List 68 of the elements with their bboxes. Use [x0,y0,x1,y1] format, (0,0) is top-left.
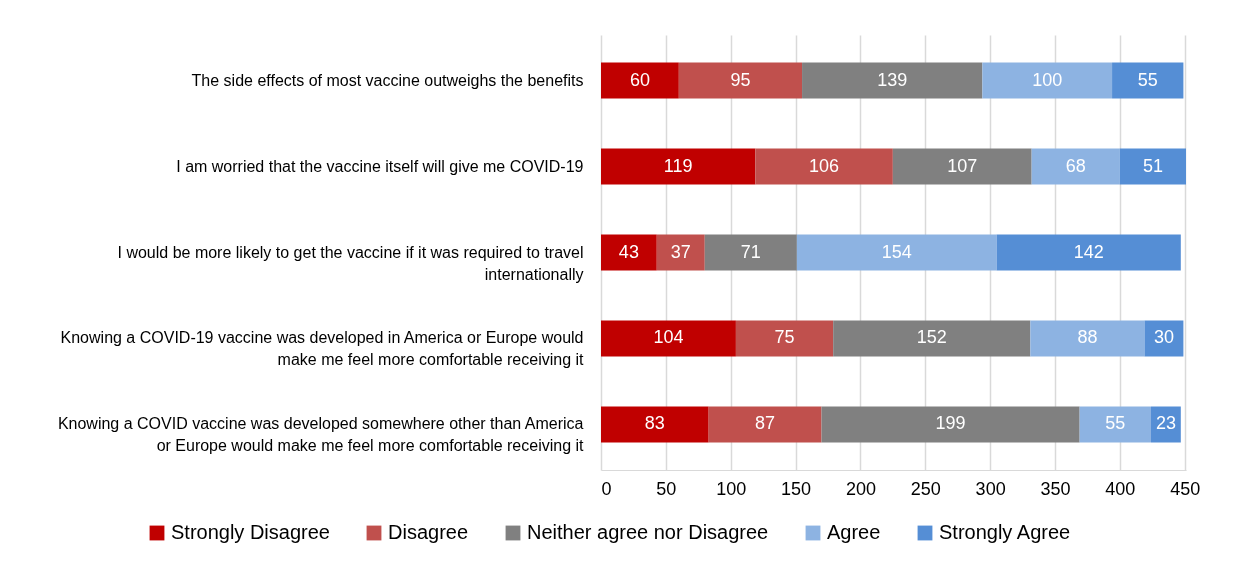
bar [982,62,1113,99]
bar [1079,406,1151,443]
x-tick-label: 150 [781,478,812,499]
data-label: 106 [809,155,840,176]
data-label: 55 [1105,413,1126,434]
bar [1031,148,1120,185]
x-tick-label: 350 [1040,478,1071,499]
data-label: 95 [730,69,751,90]
bar [601,62,679,99]
data-label: 100 [1032,69,1063,90]
x-tick-label: 400 [1105,478,1136,499]
x-tick-label: 200 [845,478,876,499]
bar [601,406,709,443]
x-tick-label: 50 [656,478,677,499]
bar [678,62,803,99]
bar [1119,148,1186,185]
bar [735,320,834,357]
data-label: 51 [1142,155,1163,176]
bar [601,234,657,271]
y-tick-label: I would be more likely to get the vaccine if it was required to travel internationally [117,243,584,283]
bar [755,148,893,185]
data-label: 37 [670,241,691,262]
bar [892,148,1032,185]
data-label: 104 [653,327,684,348]
y-tick-label: I am worried that the vaccine itself will give me COVID-19 [176,157,584,175]
data-label: 87 [755,413,776,434]
x-tick-label: 450 [1170,478,1201,499]
legend-label: Strongly Agree [939,521,1071,543]
data-label: 71 [740,241,761,262]
data-label: 88 [1077,327,1098,348]
bar [996,234,1181,271]
y-tick-label: Knowing a COVID vaccine was developed somewhere other than America or Europe would make me feel more comfortable receiving it [57,415,585,455]
data-label: 152 [916,327,947,348]
data-label: 119 [663,155,693,176]
bar [601,320,736,357]
data-label: 23 [1155,413,1176,434]
bar [1030,320,1145,357]
data-label: 83 [644,413,665,434]
bar [796,234,997,271]
data-label: 60 [629,69,650,90]
legend-label: Agree [827,521,881,543]
bar [833,320,1031,357]
data-label: 75 [774,327,795,348]
bar [1112,62,1184,99]
data-label: 199 [935,413,966,434]
bar [704,234,797,271]
data-label: 107 [947,155,978,176]
bar [656,234,705,271]
data-label: 142 [1073,241,1104,262]
data-label: 154 [881,241,912,262]
data-label: 30 [1153,327,1174,348]
x-tick-label: 250 [910,478,941,499]
legend-label: Strongly Disagree [171,521,330,543]
data-label: 139 [877,69,908,90]
legend-label: Neither agree nor Disagree [527,521,769,543]
data-label: 55 [1137,69,1158,90]
x-tick-label: 0 [601,478,612,499]
bar [802,62,983,99]
y-tick-label: The side effects of most vaccine outweighs the benefits [191,71,584,89]
data-label: 43 [618,241,639,262]
bar [601,148,756,185]
data-label: 68 [1065,155,1086,176]
x-tick-label: 300 [975,478,1006,499]
x-tick-label: 100 [716,478,747,499]
bar [708,406,822,443]
y-tick-label: Knowing a COVID-19 vaccine was developed in America or Europe would make me feel more comfortable receiving it [60,329,585,369]
legend-label: Disagree [388,521,469,543]
bar [821,406,1080,443]
